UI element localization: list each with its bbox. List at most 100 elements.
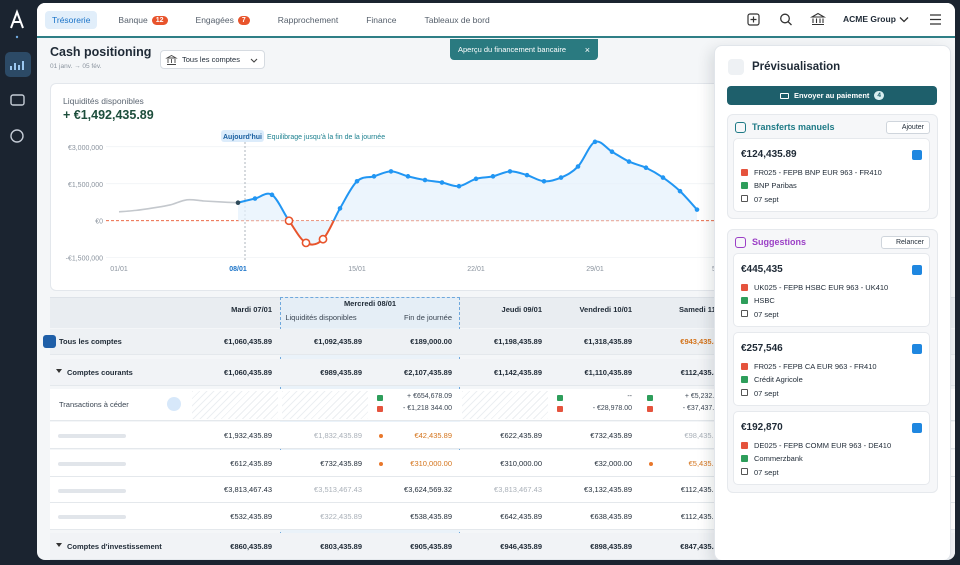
tab-badge: 12 <box>151 15 168 25</box>
card-date: 07 sept <box>754 310 779 319</box>
cell-value: €3,813,467.43 <box>494 485 542 494</box>
page-title: Cash positioning <box>50 45 152 59</box>
chart-title: Liquidités disponibles <box>63 96 144 106</box>
page-period: 01 janv. → 05 fév. <box>50 63 102 70</box>
nav-tab[interactable]: Trésorerie <box>45 11 98 29</box>
toast-close[interactable]: × <box>584 44 590 55</box>
transfer-card <box>733 411 930 485</box>
section-action[interactable]: Relancer <box>881 236 930 249</box>
transfer-card <box>733 332 930 406</box>
cell-value: €3,624,569.32 <box>404 485 452 494</box>
line-chart: -€1,500,000 €0 €1,500,000 €3,000,000 01/01 08… <box>66 130 716 273</box>
inflow-icon <box>377 395 383 401</box>
y-tick-label: €3,000,000 <box>68 145 103 152</box>
nav-tab[interactable]: Banque 12 <box>111 11 174 29</box>
add-plus <box>750 16 757 23</box>
cell-value: €898,435.89 <box>590 541 632 551</box>
row-label: Comptes d'investissement <box>67 542 162 551</box>
data-point <box>473 176 479 182</box>
outflow-icon <box>647 406 653 412</box>
tab-label: Rapprochement <box>277 15 339 25</box>
add-button[interactable] <box>747 13 760 26</box>
inflow-amount: + €5,232.00 <box>684 393 722 400</box>
cell-value: €112,435.89 <box>680 485 722 494</box>
cell-value: €538,435.89 <box>410 511 452 521</box>
nav-icon-chart <box>10 61 24 70</box>
cell-value: €322,435.89 <box>320 511 362 521</box>
send-button[interactable]: Envoyer au paiement 4 <box>727 86 937 105</box>
search-button[interactable] <box>780 13 790 24</box>
column-subheader: Fin de journée <box>404 313 452 322</box>
series-line-negative <box>287 220 335 246</box>
card-account: DE025 - FEPB COMM EUR 963 - DE410 <box>754 441 892 450</box>
data-point <box>626 159 632 164</box>
cell-value: €3,513,467.43 <box>314 485 362 494</box>
nav-icon-active[interactable] <box>5 52 31 77</box>
nav-tab[interactable]: Finance <box>359 11 403 29</box>
panel-title: Prévisualisation <box>752 61 841 73</box>
x-tick-label: 29/01 <box>586 266 604 273</box>
cell-value: €310,000.00 <box>410 458 452 468</box>
card-bank: Commerzbank <box>754 454 803 463</box>
tab-label: Trésorerie <box>52 15 91 25</box>
nav-icon-wallet[interactable] <box>10 94 25 106</box>
toast-text: Aperçu du financement bancaire <box>458 45 566 54</box>
card-date: 07 sept <box>754 389 779 398</box>
card-checkbox[interactable] <box>912 150 922 160</box>
transfer-card <box>733 253 930 327</box>
row-icon[interactable] <box>167 397 181 411</box>
card-account: FR025 - FEPB BNP EUR 963 - FR410 <box>754 168 882 177</box>
cell-value: €1,318,435.89 <box>584 337 632 346</box>
expand-caret[interactable] <box>56 543 62 547</box>
expand-caret[interactable] <box>56 369 62 373</box>
column-header: Mardi 07/01 <box>231 305 272 314</box>
section-icon <box>735 237 746 248</box>
cell-value: €1,932,435.89 <box>224 430 272 440</box>
menu-button[interactable] <box>930 14 941 25</box>
card-checkbox[interactable] <box>912 344 922 354</box>
cell-value: €612,435.89 <box>230 458 272 468</box>
outflow-amount: - €28,978.00 <box>592 405 632 412</box>
nav-tab[interactable]: Tableaux de bord <box>417 11 496 29</box>
cell-value: €1,142,435.89 <box>494 367 542 377</box>
main-canvas: Trésorerie Banque 12 Engagées 7 Rapprochement… <box>37 3 955 560</box>
column-subheader: Liquidités disponibles <box>285 313 357 322</box>
section-action[interactable]: Ajouter <box>886 121 930 134</box>
account-icon <box>741 363 748 370</box>
card-checkbox[interactable] <box>912 265 922 275</box>
logo <box>10 9 24 29</box>
series-line <box>118 198 239 213</box>
nav-tab[interactable]: Rapprochement <box>271 11 345 29</box>
data-point <box>301 238 311 248</box>
inflow-amount: + €654,678.09 <box>407 393 452 400</box>
row-icon <box>43 335 56 348</box>
cell-value: €905,435.89 <box>410 541 452 551</box>
pin-icon[interactable] <box>728 59 744 75</box>
skeleton-label <box>58 489 126 493</box>
org-name[interactable]: ACME Group <box>843 14 896 24</box>
tab-label: Engagées <box>195 15 234 25</box>
card-checkbox[interactable] <box>912 423 922 433</box>
data-point <box>337 206 343 211</box>
account-select[interactable]: Tous les comptes <box>160 50 265 69</box>
logo-dot <box>15 35 19 39</box>
card-date: 07 sept <box>754 468 779 477</box>
send-label: Envoyer au paiement <box>793 91 870 100</box>
data-point <box>660 175 666 180</box>
data-point <box>269 192 275 198</box>
tab-badge: 7 <box>237 15 250 25</box>
cell-value: €732,435.89 <box>590 430 632 440</box>
outflow-icon <box>557 406 563 412</box>
data-point <box>252 196 258 201</box>
top-nav <box>37 3 955 38</box>
card-bank: BNP Paribas <box>754 181 797 190</box>
section-icon <box>735 122 746 133</box>
nav-tab[interactable]: Engagées 7 <box>189 11 257 29</box>
org-chevron[interactable] <box>899 17 909 23</box>
data-point <box>524 172 530 178</box>
cell-value: €732,435.89 <box>320 458 362 468</box>
tab-label: Banque <box>118 15 148 25</box>
nav-icon-link[interactable] <box>10 129 24 143</box>
bank-button[interactable] <box>809 12 827 26</box>
